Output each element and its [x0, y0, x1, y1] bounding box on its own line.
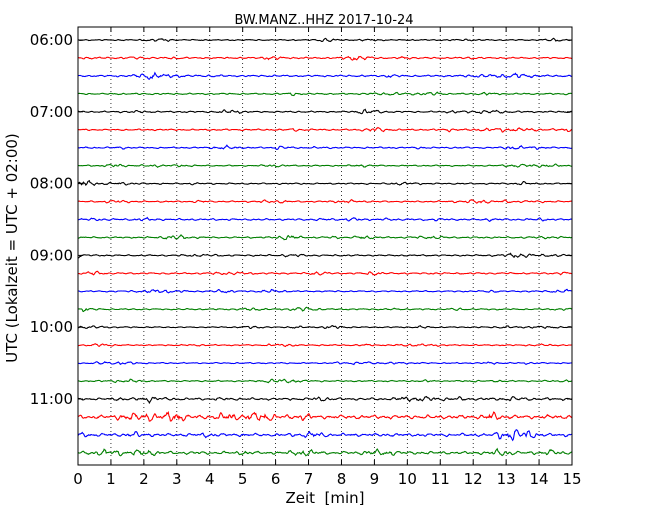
trace-line	[77, 324, 572, 330]
x-tick-label: 7	[304, 470, 314, 488]
trace-line	[77, 91, 573, 97]
trace-line	[77, 216, 573, 223]
y-tick-label: 07:00	[30, 103, 73, 121]
x-tick-label: 4	[205, 470, 215, 488]
trace-line	[78, 198, 573, 204]
y-tick-label: 06:00	[30, 31, 73, 49]
x-tick-label: 8	[337, 470, 347, 488]
trace-line	[77, 428, 573, 442]
trace-line	[77, 395, 572, 405]
trace-line	[77, 179, 573, 187]
x-tick-label: 1	[106, 470, 116, 488]
trace-line	[77, 55, 573, 61]
x-tick-label: 13	[497, 470, 516, 488]
trace-line	[77, 288, 573, 294]
trace-line	[78, 163, 573, 169]
trace-line	[77, 37, 573, 43]
x-tick-label: 6	[271, 470, 281, 488]
trace-line	[77, 447, 572, 457]
trace-line	[77, 126, 573, 133]
x-tick-label: 11	[431, 470, 450, 488]
x-tick-label: 10	[398, 470, 417, 488]
chart-title: BW.MANZ..HHZ 2017-10-24	[234, 13, 413, 28]
x-axis-label: Zeit [min]	[285, 489, 364, 507]
trace-line	[77, 270, 572, 276]
x-tick-label: 0	[73, 470, 83, 488]
trace-line	[77, 71, 573, 80]
traces-group	[77, 37, 573, 457]
trace-line	[77, 410, 573, 422]
x-tick-label: 3	[172, 470, 182, 488]
y-axis-label: UTC (Lokalzeit = UTC + 02:00)	[3, 133, 21, 363]
trace-line	[77, 360, 573, 366]
x-tick-label: 9	[370, 470, 380, 488]
plot-frame	[77, 26, 573, 466]
trace-line	[77, 306, 573, 313]
trace-line	[78, 144, 573, 150]
y-tick-label: 08:00	[30, 175, 73, 193]
trace-line	[77, 234, 572, 241]
x-tick-label: 15	[562, 470, 581, 488]
trace-line	[78, 252, 572, 259]
axis-ticks: 0 1 2 3 4 5 6 7 8 9 10 11 12 13 14 1506:0007:0008:0009:…	[30, 27, 582, 488]
y-tick-label: 09:00	[30, 246, 73, 264]
x-tick-label: 2	[139, 470, 149, 488]
x-tick-label: 14	[530, 470, 549, 488]
trace-line	[77, 378, 573, 384]
x-tick-label: 5	[238, 470, 248, 488]
trace-line	[77, 108, 573, 115]
y-tick-label: 10:00	[30, 318, 73, 336]
x-tick-label: 12	[464, 470, 483, 488]
trace-line	[77, 343, 573, 348]
y-tick-label: 11:00	[30, 390, 73, 408]
